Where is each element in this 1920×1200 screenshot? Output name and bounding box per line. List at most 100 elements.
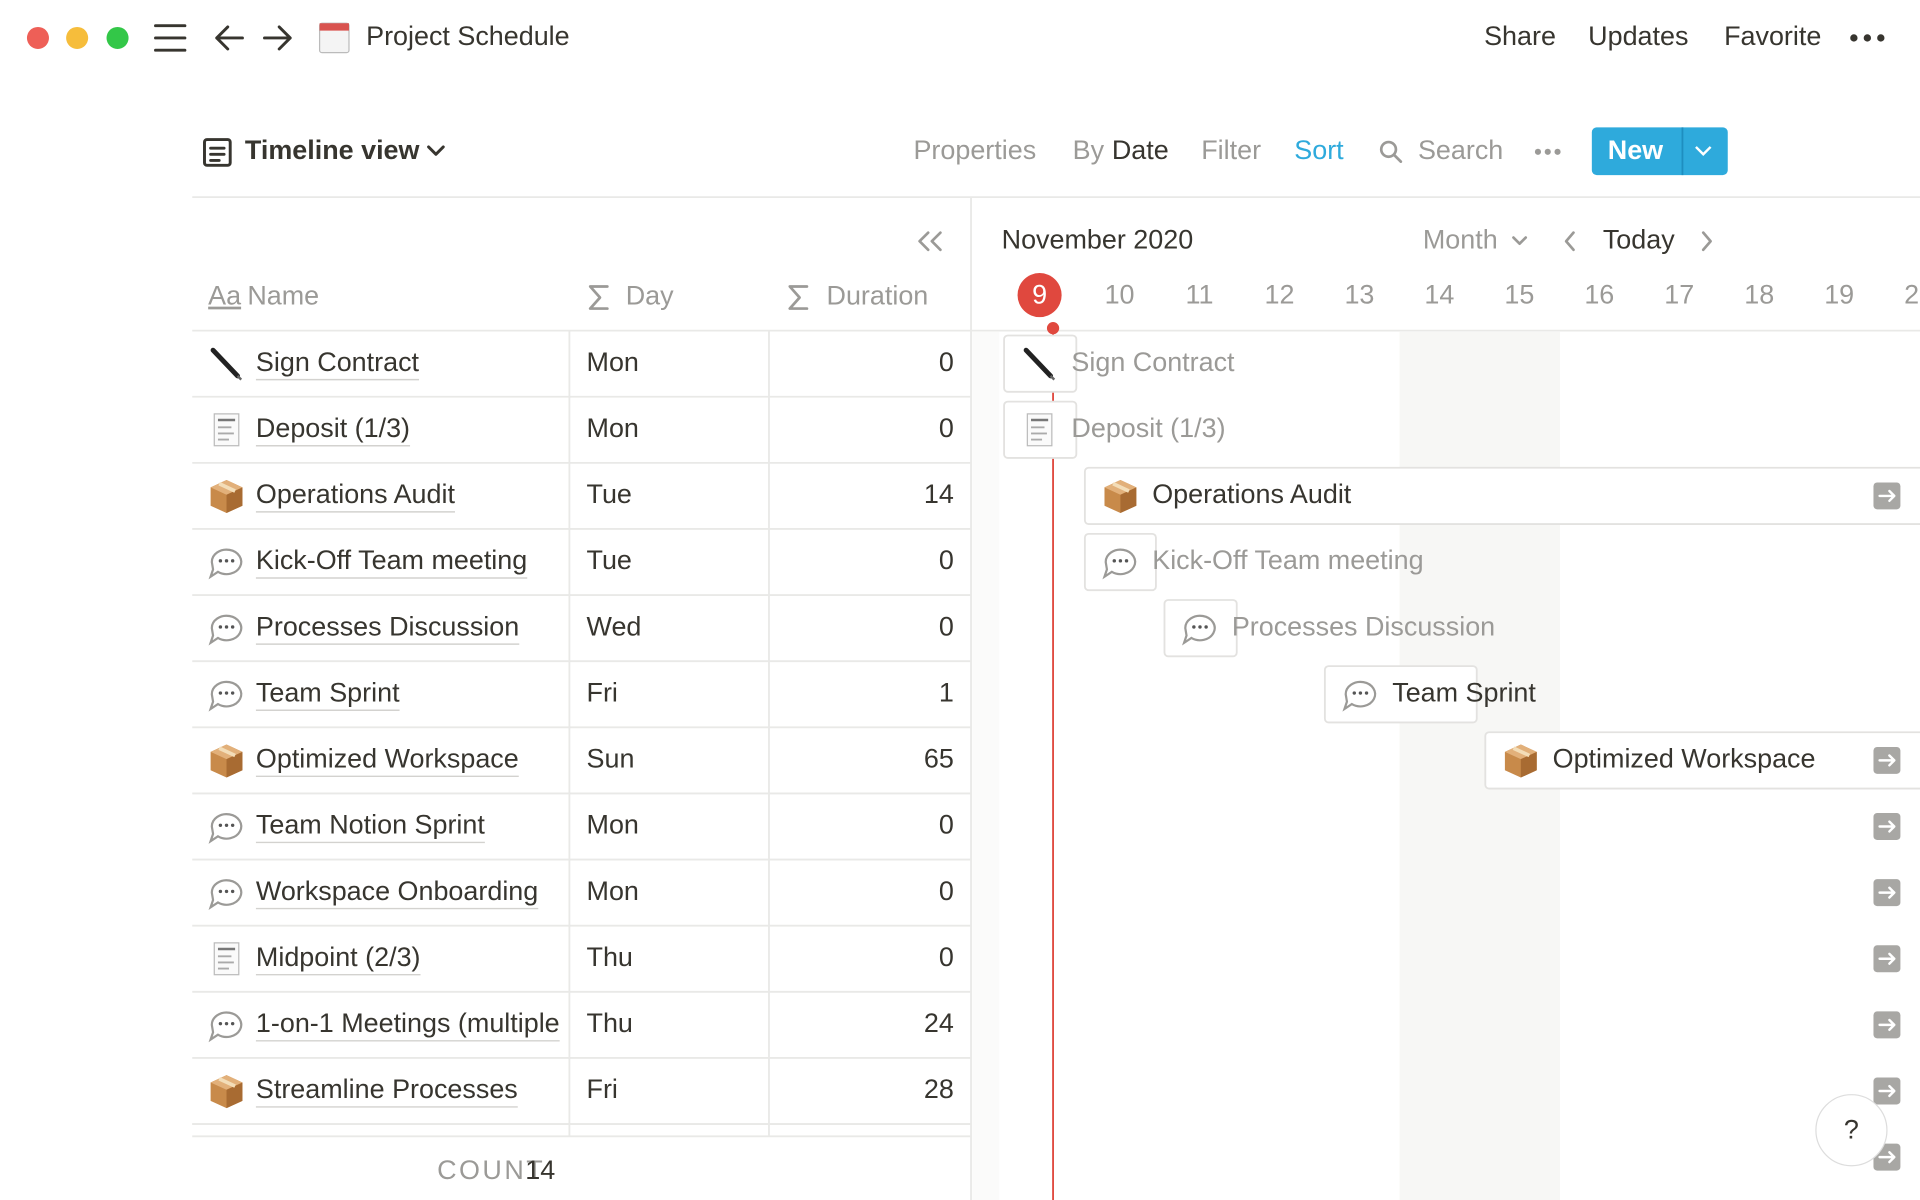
open-arrow[interactable] [1872, 944, 1902, 974]
next-button[interactable] [1701, 231, 1712, 252]
row-duration[interactable]: 24 [924, 1008, 954, 1038]
timeline-item[interactable] [1083, 466, 1920, 525]
row-day[interactable]: Sun [587, 744, 635, 774]
row-name[interactable]: Midpoint (2/3) [256, 942, 421, 972]
row-day[interactable]: Tue [587, 545, 632, 575]
row-day[interactable]: Mon [587, 347, 639, 377]
column-header[interactable]: Name [247, 281, 319, 311]
row-icon [209, 614, 243, 644]
timeline-body: Sign Contract Deposit (1/3) Operations Aud… [1003, 328, 1920, 1200]
open-arrow[interactable] [1872, 811, 1902, 842]
timeline-label[interactable]: Sign Contract [1071, 347, 1235, 377]
collapse-table[interactable] [918, 231, 942, 252]
row-icon [209, 548, 243, 578]
row-name[interactable]: Team Notion Sprint [256, 810, 485, 840]
timeline-label[interactable]: Deposit (1/3) [1071, 413, 1225, 443]
open-arrow[interactable] [1872, 745, 1902, 776]
view-icon [203, 138, 232, 167]
timeline-label[interactable]: Processes Discussion [1232, 611, 1495, 641]
row-duration[interactable]: 0 [939, 942, 954, 972]
new-dropdown[interactable] [1695, 146, 1712, 157]
forward-button[interactable] [263, 25, 292, 51]
timeline-gutter [972, 331, 1000, 1200]
row-day[interactable]: Wed [587, 611, 642, 641]
row-name[interactable]: Workspace Onboarding [256, 876, 538, 906]
favorite-button[interactable]: Favorite [1724, 21, 1821, 51]
view-chevron [427, 145, 445, 156]
row-duration[interactable]: 0 [939, 611, 954, 641]
new-button-bg[interactable] [1591, 127, 1728, 176]
new-button[interactable]: New [1608, 135, 1663, 165]
row-duration[interactable]: 28 [924, 1074, 954, 1104]
row-duration[interactable]: 0 [939, 413, 954, 443]
row-day[interactable]: Tue [587, 479, 632, 509]
row-name[interactable]: Processes Discussion [256, 611, 519, 641]
sum-icon [588, 285, 609, 310]
table-body: Sign Contract Deposit (1/3) Operations Aud… [192, 330, 972, 1137]
timeline-item[interactable] [1323, 665, 1478, 724]
group-by-field[interactable]: Date [1112, 135, 1169, 165]
row-name[interactable]: 1-on-1 Meetings (multiple [256, 1008, 560, 1038]
row-day[interactable]: Fri [587, 677, 618, 707]
group-by-label[interactable]: By [1073, 135, 1105, 165]
search-button[interactable]: Search [1418, 135, 1503, 165]
row-duration[interactable]: 0 [939, 876, 954, 906]
properties-button[interactable]: Properties [913, 135, 1036, 165]
open-arrow[interactable] [1872, 1076, 1902, 1106]
timeline-label[interactable]: Operations Audit [1152, 479, 1352, 509]
row-day[interactable]: Thu [587, 1008, 633, 1038]
zoom-button[interactable] [106, 26, 129, 49]
row-duration[interactable]: 14 [924, 479, 954, 509]
share-button[interactable]: Share [1484, 21, 1556, 51]
row-duration[interactable]: 0 [939, 347, 954, 377]
view-selector[interactable]: Timeline view [245, 135, 420, 165]
close-button[interactable] [26, 26, 49, 49]
column-header[interactable]: Duration [827, 281, 929, 311]
row-day[interactable]: Thu [587, 942, 633, 972]
count-value: 14 [525, 1155, 555, 1185]
help-label[interactable]: ? [1844, 1115, 1859, 1145]
row-day[interactable]: Fri [587, 1074, 618, 1104]
sidebar-toggle[interactable] [154, 24, 187, 52]
row-name[interactable]: Kick-Off Team meeting [256, 545, 527, 575]
timeline-item[interactable] [1484, 731, 1920, 790]
row-icon [209, 879, 243, 909]
open-arrow[interactable] [1872, 1010, 1902, 1040]
row-name[interactable]: Streamline Processes [256, 1074, 518, 1104]
more-button[interactable] [1850, 34, 1885, 42]
timeline-label[interactable]: Kick-Off Team meeting [1152, 545, 1423, 575]
row-name[interactable]: Optimized Workspace [256, 744, 519, 774]
row-day[interactable]: Mon [587, 810, 639, 840]
help-button[interactable] [1815, 1094, 1888, 1167]
row-name[interactable]: Deposit (1/3) [256, 413, 410, 443]
page-icon [318, 22, 350, 54]
timeline-label[interactable]: Team Sprint [1392, 677, 1536, 707]
toolbar-more[interactable] [1534, 148, 1561, 155]
sort-button[interactable]: Sort [1294, 135, 1344, 165]
row-name[interactable]: Operations Audit [256, 479, 456, 509]
filter-button[interactable]: Filter [1201, 135, 1261, 165]
back-button[interactable] [215, 25, 244, 51]
open-arrow[interactable] [1872, 877, 1902, 908]
previous-button[interactable] [1564, 231, 1575, 252]
row-icon [209, 813, 243, 843]
row-duration[interactable]: 65 [924, 744, 954, 774]
updates-button[interactable]: Updates [1588, 21, 1688, 51]
scale-selector[interactable]: Month [1423, 224, 1498, 254]
row-duration[interactable]: 0 [939, 545, 954, 575]
timeline-label[interactable]: Optimized Workspace [1553, 744, 1816, 774]
row-name[interactable]: Team Sprint [256, 677, 400, 707]
row-duration[interactable]: 0 [939, 810, 954, 840]
today-button[interactable]: Today [1603, 224, 1675, 254]
row-icon [208, 742, 245, 780]
row-icon [213, 941, 241, 976]
row-day[interactable]: Mon [587, 413, 639, 443]
day-label: 11 [1186, 279, 1214, 309]
row-day[interactable]: Mon [587, 876, 639, 906]
column-header[interactable]: Day [626, 281, 674, 311]
row-duration[interactable]: 1 [939, 677, 954, 707]
minimize-button[interactable] [66, 26, 89, 49]
open-arrow[interactable] [1872, 481, 1902, 511]
row-name[interactable]: Sign Contract [256, 347, 420, 377]
